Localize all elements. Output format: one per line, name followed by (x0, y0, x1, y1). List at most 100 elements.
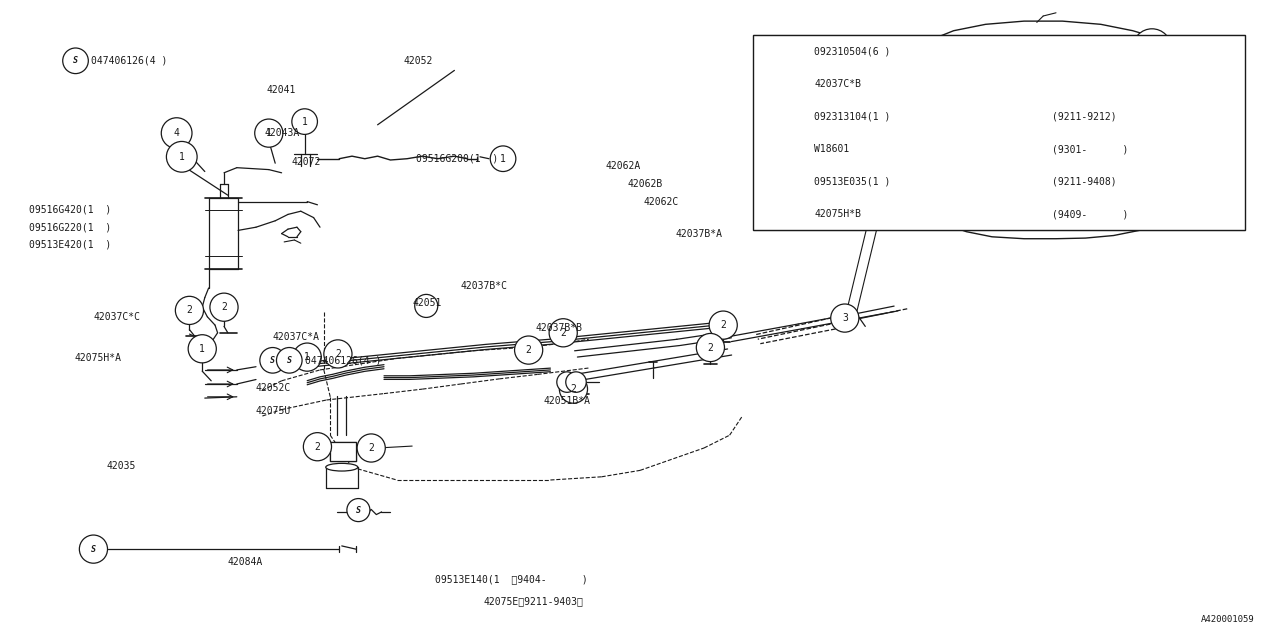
Text: 092313104(1 ): 092313104(1 ) (814, 111, 891, 122)
Text: S: S (270, 356, 275, 365)
Text: 09513E140(1  ゗9404-      ): 09513E140(1 ゗9404- ) (435, 574, 588, 584)
Circle shape (210, 293, 238, 321)
Circle shape (415, 294, 438, 317)
Text: (9211-9408): (9211-9408) (1052, 177, 1116, 187)
Text: 1: 1 (781, 47, 786, 56)
Text: 09516G200(1  ): 09516G200(1 ) (416, 154, 498, 164)
Text: 3: 3 (842, 313, 847, 323)
Circle shape (79, 535, 108, 563)
Circle shape (490, 146, 516, 172)
Bar (753, 35, 1245, 230)
Circle shape (566, 372, 586, 392)
Text: 42075Eを9211-9403〉: 42075Eを9211-9403〉 (484, 596, 584, 607)
Text: 42084A: 42084A (228, 557, 264, 567)
Text: 42043A: 42043A (265, 128, 301, 138)
Text: 09516G220(1  ): 09516G220(1 ) (29, 222, 111, 232)
Circle shape (771, 38, 796, 65)
Text: S: S (91, 545, 96, 554)
Text: S: S (356, 506, 361, 515)
Circle shape (709, 311, 737, 339)
Circle shape (1167, 54, 1213, 100)
Text: 2: 2 (335, 349, 340, 359)
Text: 2: 2 (571, 384, 576, 394)
Text: 42062B: 42062B (627, 179, 663, 189)
Circle shape (260, 348, 285, 373)
Text: 1: 1 (179, 152, 184, 162)
Circle shape (303, 433, 332, 461)
Circle shape (347, 499, 370, 522)
Text: 1: 1 (200, 344, 205, 354)
Circle shape (771, 70, 796, 97)
Text: S: S (73, 56, 78, 65)
Circle shape (293, 343, 321, 371)
Text: 2: 2 (315, 442, 320, 452)
Text: (9409-      ): (9409- ) (1052, 209, 1129, 219)
Text: 42037C*B: 42037C*B (814, 79, 861, 89)
Text: 09513E035(1 ): 09513E035(1 ) (814, 177, 891, 187)
Text: 092310504(6 ): 092310504(6 ) (814, 47, 891, 56)
Text: 1: 1 (266, 128, 271, 138)
Text: 42072: 42072 (292, 157, 321, 167)
Text: 42051: 42051 (412, 298, 442, 308)
Text: 09516G420(1  ): 09516G420(1 ) (29, 205, 111, 215)
Circle shape (831, 304, 859, 332)
Text: 42037B*B: 42037B*B (535, 323, 582, 333)
Circle shape (63, 48, 88, 74)
Circle shape (1133, 29, 1171, 67)
Text: 09513E420(1  ): 09513E420(1 ) (29, 239, 111, 250)
Text: 42037B*A: 42037B*A (676, 228, 723, 239)
Circle shape (255, 119, 283, 147)
Circle shape (771, 168, 796, 195)
Text: 42037C*A: 42037C*A (273, 332, 320, 342)
Circle shape (175, 296, 204, 324)
Circle shape (276, 348, 302, 373)
Text: 42075H*B: 42075H*B (814, 209, 861, 219)
Circle shape (1175, 61, 1206, 92)
Text: W18601: W18601 (814, 144, 850, 154)
Bar (330, 442, 356, 461)
Text: 2: 2 (187, 305, 192, 316)
Text: 3: 3 (781, 112, 786, 121)
Text: 42051B*A: 42051B*A (544, 396, 591, 406)
Circle shape (292, 109, 317, 134)
Circle shape (188, 335, 216, 363)
Text: 1: 1 (305, 352, 310, 362)
Text: 42075U: 42075U (256, 406, 292, 416)
Circle shape (324, 340, 352, 368)
Circle shape (166, 141, 197, 172)
Text: 1: 1 (302, 116, 307, 127)
Circle shape (549, 319, 577, 347)
Text: 42052C: 42052C (256, 383, 292, 394)
Text: 047406126(4 ): 047406126(4 ) (305, 355, 381, 365)
Text: 42035: 42035 (106, 461, 136, 471)
Circle shape (161, 118, 192, 148)
Circle shape (357, 434, 385, 462)
Text: (9211-9212): (9211-9212) (1052, 111, 1116, 122)
Text: S: S (287, 356, 292, 365)
Text: 42052: 42052 (403, 56, 433, 66)
Circle shape (559, 375, 588, 403)
Text: 42037B*C: 42037B*C (461, 281, 508, 291)
Circle shape (557, 372, 577, 392)
Ellipse shape (325, 463, 358, 471)
Text: 2: 2 (721, 320, 726, 330)
Text: 2: 2 (781, 79, 786, 88)
Text: 2: 2 (369, 443, 374, 453)
Text: 42075H*A: 42075H*A (74, 353, 122, 364)
Circle shape (515, 336, 543, 364)
Text: 047406126(4 ): 047406126(4 ) (91, 56, 168, 66)
Text: 42062C: 42062C (644, 196, 680, 207)
Text: 4: 4 (781, 177, 786, 186)
Text: 1: 1 (500, 154, 506, 164)
Text: 2: 2 (221, 302, 227, 312)
Circle shape (771, 103, 796, 130)
Text: A420001059: A420001059 (1201, 615, 1254, 624)
Text: (9301-      ): (9301- ) (1052, 144, 1129, 154)
Text: 2: 2 (526, 345, 531, 355)
Text: 4: 4 (174, 128, 179, 138)
Text: 2: 2 (708, 342, 713, 353)
Text: 2: 2 (561, 328, 566, 338)
Text: 42062A: 42062A (605, 161, 641, 172)
Text: 42037C*C: 42037C*C (93, 312, 141, 322)
Circle shape (696, 333, 724, 362)
